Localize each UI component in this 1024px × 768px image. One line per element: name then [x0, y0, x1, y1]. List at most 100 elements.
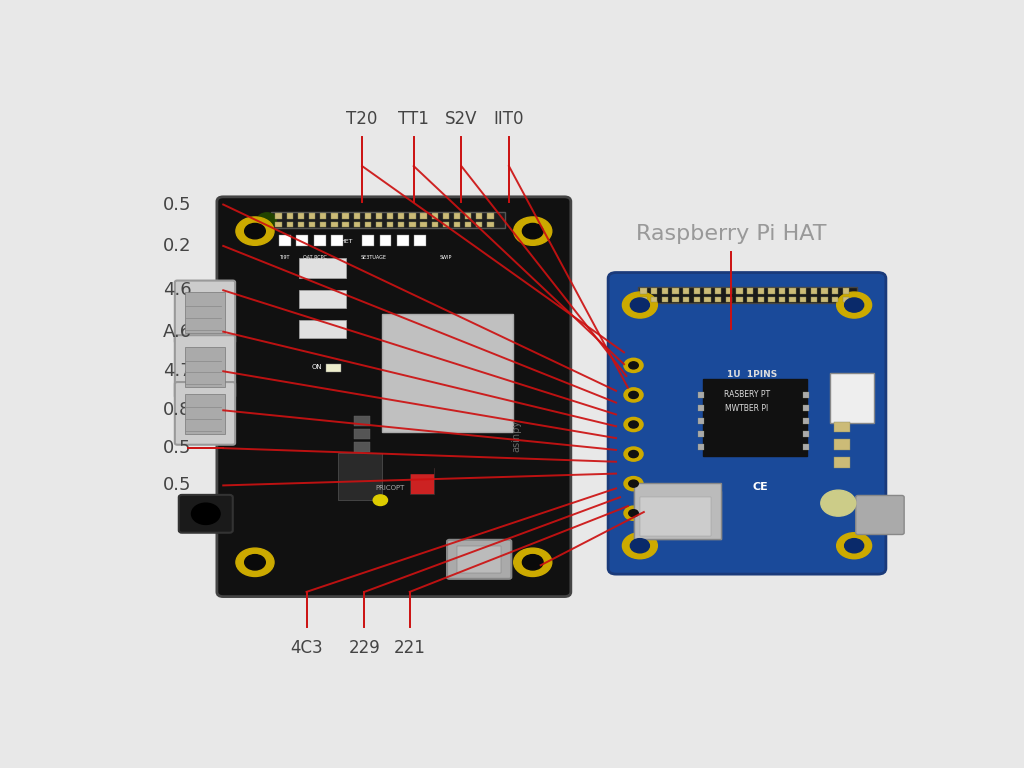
- Text: CE: CE: [753, 482, 768, 492]
- Text: 0.2: 0.2: [163, 237, 191, 255]
- Bar: [697, 444, 705, 450]
- Bar: [354, 429, 370, 439]
- Bar: [662, 297, 668, 303]
- Bar: [790, 297, 796, 303]
- Bar: [703, 379, 807, 456]
- Bar: [465, 214, 471, 219]
- Bar: [342, 222, 349, 227]
- Circle shape: [624, 476, 643, 491]
- Bar: [835, 439, 850, 450]
- Circle shape: [629, 421, 638, 428]
- Bar: [803, 444, 809, 450]
- Text: TT1: TT1: [398, 110, 429, 127]
- Bar: [638, 286, 856, 303]
- Bar: [387, 222, 393, 227]
- Bar: [185, 293, 225, 333]
- Bar: [640, 497, 712, 536]
- Bar: [279, 235, 291, 246]
- Bar: [803, 431, 809, 437]
- Bar: [833, 289, 839, 293]
- Bar: [275, 214, 282, 219]
- Bar: [454, 222, 460, 227]
- FancyBboxPatch shape: [175, 382, 236, 445]
- Bar: [387, 214, 393, 219]
- Bar: [843, 297, 849, 303]
- Bar: [309, 222, 315, 227]
- Circle shape: [631, 538, 649, 553]
- Bar: [746, 297, 754, 303]
- Bar: [640, 297, 647, 303]
- Bar: [299, 319, 346, 338]
- Bar: [634, 492, 721, 538]
- Bar: [431, 214, 438, 219]
- Bar: [779, 289, 785, 293]
- Text: 221: 221: [394, 639, 426, 657]
- Bar: [697, 392, 705, 398]
- Bar: [705, 289, 711, 293]
- Bar: [354, 416, 370, 425]
- Bar: [715, 297, 721, 303]
- Bar: [487, 214, 494, 219]
- Bar: [697, 418, 705, 424]
- Bar: [353, 214, 359, 219]
- Bar: [376, 214, 382, 219]
- Circle shape: [624, 418, 643, 432]
- Bar: [421, 214, 427, 219]
- FancyBboxPatch shape: [217, 197, 570, 597]
- Circle shape: [629, 480, 638, 487]
- Bar: [779, 297, 785, 303]
- Circle shape: [257, 213, 276, 227]
- Text: 1U  1PINS: 1U 1PINS: [727, 369, 777, 379]
- Bar: [693, 297, 700, 303]
- Bar: [365, 222, 371, 227]
- Bar: [458, 546, 501, 573]
- Circle shape: [629, 451, 638, 458]
- Bar: [321, 222, 327, 227]
- Bar: [746, 289, 754, 293]
- Bar: [640, 289, 647, 293]
- Text: RASBERY PT: RASBERY PT: [724, 390, 770, 399]
- Text: IIT0: IIT0: [494, 110, 524, 127]
- Bar: [442, 214, 450, 219]
- Text: Raspberry Pi HAT: Raspberry Pi HAT: [636, 224, 826, 244]
- Circle shape: [623, 292, 657, 318]
- Bar: [768, 297, 774, 303]
- Bar: [715, 289, 721, 293]
- Bar: [651, 297, 657, 303]
- Text: 4.6: 4.6: [163, 281, 191, 300]
- Bar: [313, 235, 326, 246]
- Bar: [821, 297, 827, 303]
- Bar: [465, 222, 471, 227]
- Bar: [476, 222, 482, 227]
- Circle shape: [631, 298, 649, 312]
- Text: PRICOPT: PRICOPT: [375, 485, 404, 492]
- Bar: [683, 289, 689, 293]
- Text: MWTBER PI: MWTBER PI: [725, 404, 769, 413]
- Bar: [673, 297, 679, 303]
- Circle shape: [837, 292, 871, 318]
- Bar: [803, 405, 809, 411]
- Bar: [410, 214, 416, 219]
- Bar: [185, 347, 225, 387]
- Bar: [736, 289, 742, 293]
- Circle shape: [236, 217, 274, 245]
- Text: 4C3: 4C3: [290, 639, 323, 657]
- Bar: [365, 214, 371, 219]
- Bar: [397, 235, 409, 246]
- Bar: [331, 235, 343, 246]
- Circle shape: [373, 495, 387, 505]
- FancyBboxPatch shape: [175, 280, 236, 343]
- Bar: [821, 289, 827, 293]
- Bar: [410, 222, 416, 227]
- Bar: [296, 235, 308, 246]
- Bar: [811, 297, 817, 303]
- Bar: [299, 290, 346, 308]
- Bar: [634, 483, 721, 539]
- Text: 0.5: 0.5: [163, 476, 191, 495]
- Bar: [287, 214, 293, 219]
- Text: 0.5: 0.5: [163, 196, 191, 214]
- Bar: [736, 297, 742, 303]
- Text: TI9T: TI9T: [279, 255, 290, 260]
- Bar: [342, 214, 349, 219]
- Bar: [354, 455, 370, 465]
